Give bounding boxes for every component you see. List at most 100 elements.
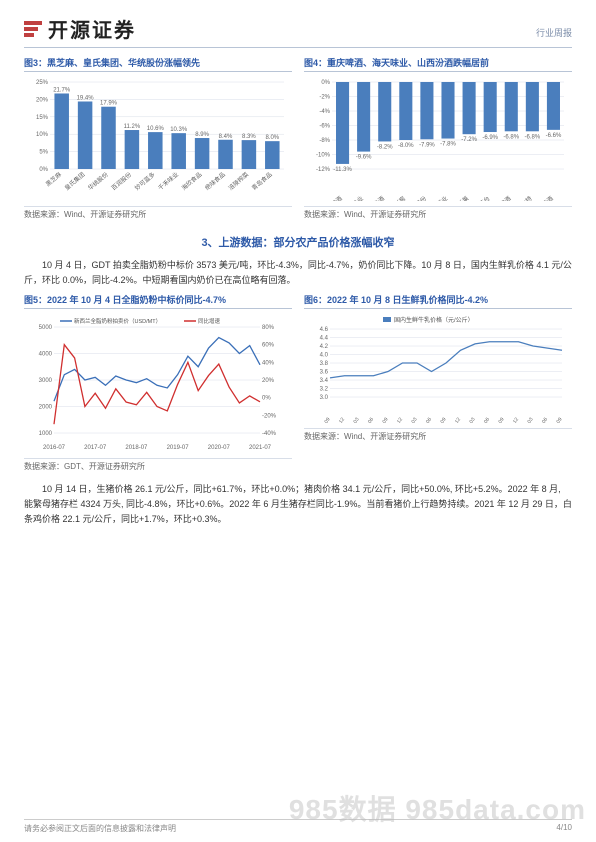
svg-text:2019-09: 2019-09 <box>374 416 390 422</box>
svg-text:新西兰全脂奶粉拍卖价（USD/MT）: 新西兰全脂奶粉拍卖价（USD/MT） <box>74 317 161 325</box>
svg-text:绝味食品: 绝味食品 <box>203 170 227 192</box>
footer-right: 4/10 <box>556 823 572 834</box>
svg-text:-2%: -2% <box>319 95 330 101</box>
svg-text:2020-12: 2020-12 <box>447 416 463 422</box>
svg-text:0%: 0% <box>321 80 330 86</box>
svg-text:2020-09: 2020-09 <box>432 416 448 422</box>
svg-text:2000: 2000 <box>39 404 53 410</box>
svg-text:3.0: 3.0 <box>320 395 329 401</box>
svg-text:2020-06: 2020-06 <box>418 416 434 422</box>
svg-text:2019-07: 2019-07 <box>167 445 190 451</box>
fig6-chart: 国内生鲜牛乳价格（元/公斤）3.03.23.43.63.84.04.24.44.… <box>304 313 572 423</box>
fig3-source: 数据来源：Wind、开源证券研究所 <box>24 206 292 220</box>
svg-text:-6.6%: -6.6% <box>546 133 562 139</box>
svg-text:国内生鲜牛乳价格（元/公斤）: 国内生鲜牛乳价格（元/公斤） <box>394 316 474 324</box>
svg-text:海天味业: 海天味业 <box>341 194 365 201</box>
svg-text:-6.9%: -6.9% <box>482 135 498 141</box>
svg-text:40%: 40% <box>262 360 275 366</box>
svg-text:2022-03: 2022-03 <box>519 416 535 422</box>
svg-text:3.6: 3.6 <box>320 369 329 375</box>
svg-text:千禾味业: 千禾味业 <box>156 170 180 192</box>
svg-text:贵州茅台: 贵州茅台 <box>468 194 492 201</box>
svg-text:-6.8%: -6.8% <box>525 134 541 140</box>
svg-text:8.4%: 8.4% <box>219 134 233 140</box>
svg-text:19.4%: 19.4% <box>77 95 95 101</box>
footer: 请务必参阅正文后面的信息披露和法律声明 4/10 <box>24 819 572 834</box>
svg-text:-7.9%: -7.9% <box>419 142 435 148</box>
svg-text:-10%: -10% <box>316 153 331 159</box>
svg-text:17.9%: 17.9% <box>100 101 118 107</box>
svg-text:-7.8%: -7.8% <box>440 142 456 148</box>
fig4-source: 数据来源：Wind、开源证券研究所 <box>304 206 572 220</box>
svg-text:泸州老窖: 泸州老窖 <box>384 194 408 201</box>
svg-text:2021-09: 2021-09 <box>490 416 506 422</box>
fig5-panel: 图5：2022 年 10 月 4 日全脂奶粉中标价同比-4.7% 新西兰全脂奶粉… <box>24 293 292 472</box>
svg-text:皇氏集团: 皇氏集团 <box>63 170 87 192</box>
brand-name: 开源证券 <box>48 14 136 43</box>
svg-text:洋河股份: 洋河股份 <box>405 194 429 201</box>
svg-text:10.3%: 10.3% <box>170 127 188 133</box>
svg-text:-8.2%: -8.2% <box>377 144 393 150</box>
svg-text:2018-07: 2018-07 <box>125 445 148 451</box>
logo-icon <box>24 21 42 37</box>
divider <box>24 47 572 48</box>
svg-text:2017-07: 2017-07 <box>84 445 107 451</box>
fig3-chart: 0%5%10%15%20%25%21.7%黑芝麻19.4%皇氏集团17.9%华统… <box>24 76 292 201</box>
header: 开源证券 <box>24 14 572 43</box>
svg-text:2018-12: 2018-12 <box>331 416 347 422</box>
svg-text:-12%: -12% <box>316 167 331 173</box>
svg-text:2020-07: 2020-07 <box>208 445 231 451</box>
fig4-chart: -12%-10%-8%-6%-4%-2%0%-11.3%-9.6%-8.2%-8… <box>304 76 572 201</box>
svg-text:4.0: 4.0 <box>320 352 329 358</box>
svg-text:5%: 5% <box>39 150 48 156</box>
svg-text:4.4: 4.4 <box>320 335 329 341</box>
section3-para1: 10 月 4 日，GDT 拍卖全脂奶粉中标价 3573 美元/吨，环比-4.3%… <box>24 258 572 289</box>
svg-text:珠江啤酒: 珠江啤酒 <box>489 194 513 201</box>
svg-text:同比增速: 同比增速 <box>198 317 221 325</box>
svg-text:10%: 10% <box>36 132 49 138</box>
svg-text:2022-09: 2022-09 <box>548 416 564 422</box>
svg-text:20%: 20% <box>262 378 275 384</box>
svg-text:3000: 3000 <box>39 378 53 384</box>
svg-text:青岛食品: 青岛食品 <box>250 170 274 192</box>
svg-text:舍得酒业: 舍得酒业 <box>426 194 450 201</box>
row-fig5-6: 图5：2022 年 10 月 4 日全脂奶粉中标价同比-4.7% 新西兰全脂奶粉… <box>24 293 572 472</box>
fig5-chart: 新西兰全脂奶粉拍卖价（USD/MT）同比增速100020003000400050… <box>24 313 292 453</box>
svg-text:2019-03: 2019-03 <box>345 416 361 422</box>
page: 开源证券 行业周报 图3：黑芝麻、皇氏集团、华统股份涨幅领先 0%5%10%15… <box>0 0 596 842</box>
svg-text:-8%: -8% <box>319 138 330 144</box>
svg-text:妙可蓝多: 妙可蓝多 <box>133 170 157 192</box>
row-fig3-4: 图3：黑芝麻、皇氏集团、华统股份涨幅领先 0%5%10%15%20%25%21.… <box>24 56 572 220</box>
svg-text:-4%: -4% <box>319 109 330 115</box>
svg-text:2022-06: 2022-06 <box>534 416 550 422</box>
svg-text:3.4: 3.4 <box>320 378 329 384</box>
fig3-title: 图3：黑芝麻、皇氏集团、华统股份涨幅领先 <box>24 56 292 72</box>
svg-text:11.2%: 11.2% <box>124 124 141 130</box>
svg-text:-7.2%: -7.2% <box>461 137 477 143</box>
fig5-source: 数据来源：GDT、开源证券研究所 <box>24 458 292 472</box>
svg-text:-6.8%: -6.8% <box>503 134 519 140</box>
svg-text:5000: 5000 <box>39 325 53 331</box>
svg-text:重庆啤酒: 重庆啤酒 <box>320 194 344 201</box>
svg-text:10.6%: 10.6% <box>147 126 165 132</box>
fig6-title: 图6：2022 年 10 月 8 日生鲜乳价格同比-4.2% <box>304 293 572 309</box>
svg-text:2019-06: 2019-06 <box>360 416 376 422</box>
fig6-source: 数据来源：Wind、开源证券研究所 <box>304 428 572 442</box>
svg-text:2020-03: 2020-03 <box>403 416 419 422</box>
svg-text:海欣食品: 海欣食品 <box>180 170 204 192</box>
svg-text:山西汾酒: 山西汾酒 <box>362 194 386 201</box>
svg-text:-11.3%: -11.3% <box>333 167 352 173</box>
svg-text:20%: 20% <box>36 97 49 103</box>
fig5-title: 图5：2022 年 10 月 4 日全脂奶粉中标价同比-4.7% <box>24 293 292 309</box>
svg-text:-8.0%: -8.0% <box>398 143 414 149</box>
doc-type: 行业周报 <box>536 26 572 39</box>
svg-text:黑芝麻: 黑芝麻 <box>44 170 63 188</box>
svg-text:3.2: 3.2 <box>320 386 329 392</box>
svg-text:4.2: 4.2 <box>320 344 329 350</box>
fig6-panel: 图6：2022 年 10 月 8 日生鲜乳价格同比-4.2% 国内生鲜牛乳价格（… <box>304 293 572 472</box>
svg-text:-9.6%: -9.6% <box>356 155 372 161</box>
svg-text:华统股份: 华统股份 <box>86 170 110 192</box>
svg-text:4.6: 4.6 <box>320 327 329 333</box>
svg-text:涪陵榨菜: 涪陵榨菜 <box>227 170 251 192</box>
svg-text:25%: 25% <box>36 80 49 86</box>
